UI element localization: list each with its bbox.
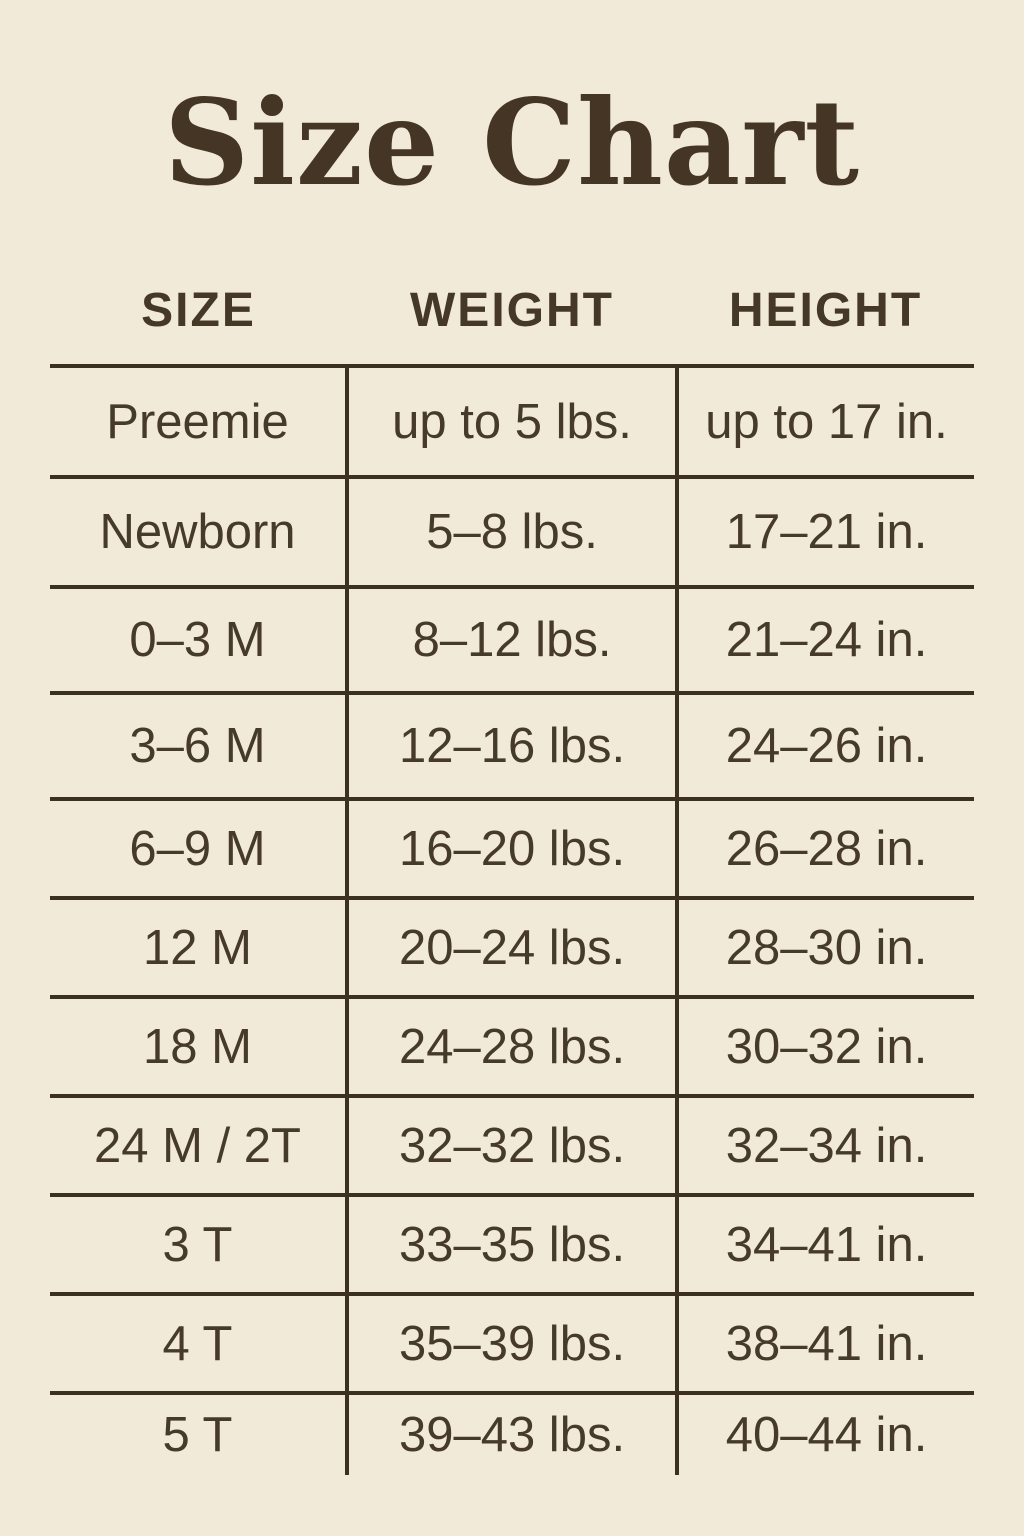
size-cell: 6–9 M <box>50 797 347 898</box>
table-row: 4 T 35–39 lbs. 38–41 in. <box>50 1292 974 1393</box>
size-cell: Preemie <box>50 364 347 477</box>
table-row: 6–9 M 16–20 lbs. 26–28 in. <box>50 797 974 898</box>
weight-cell: 24–28 lbs. <box>345 995 679 1096</box>
height-cell: 32–34 in. <box>677 1094 974 1195</box>
table-row: 3–6 M 12–16 lbs. 24–26 in. <box>50 691 974 799</box>
height-cell: 38–41 in. <box>677 1292 974 1393</box>
table-row: 0–3 M 8–12 lbs. 21–24 in. <box>50 585 974 693</box>
height-cell: 40–44 in. <box>677 1391 974 1475</box>
height-cell: up to 17 in. <box>677 364 974 477</box>
size-cell: 4 T <box>50 1292 347 1393</box>
weight-cell: 20–24 lbs. <box>345 896 679 997</box>
weight-cell: 16–20 lbs. <box>345 797 679 898</box>
page-title: Size Chart <box>163 73 861 212</box>
size-cell: 3–6 M <box>50 691 347 799</box>
size-cell: 5 T <box>50 1391 347 1475</box>
table-row: 24 M / 2T 32–32 lbs. 32–34 in. <box>50 1094 974 1195</box>
table-row: Newborn 5–8 lbs. 17–21 in. <box>50 475 974 587</box>
size-cell: 12 M <box>50 896 347 997</box>
weight-cell: 39–43 lbs. <box>345 1391 679 1475</box>
size-cell: 0–3 M <box>50 585 347 693</box>
height-cell: 34–41 in. <box>677 1193 974 1294</box>
weight-cell: up to 5 lbs. <box>345 364 679 477</box>
table-header-row: SIZE WEIGHT HEIGHT <box>50 283 974 338</box>
weight-cell: 8–12 lbs. <box>345 585 679 693</box>
size-cell: Newborn <box>50 475 347 587</box>
height-cell: 17–21 in. <box>677 475 974 587</box>
size-cell: 3 T <box>50 1193 347 1294</box>
size-cell: 24 M / 2T <box>50 1094 347 1195</box>
table-row: 5 T 39–43 lbs. 40–44 in. <box>50 1391 974 1475</box>
height-cell: 24–26 in. <box>677 691 974 799</box>
size-cell: 18 M <box>50 995 347 1096</box>
height-cell: 26–28 in. <box>677 797 974 898</box>
table-row: 3 T 33–35 lbs. 34–41 in. <box>50 1193 974 1294</box>
weight-cell: 35–39 lbs. <box>345 1292 679 1393</box>
table-row: Preemie up to 5 lbs. up to 17 in. <box>50 364 974 477</box>
height-cell: 28–30 in. <box>677 896 974 997</box>
weight-cell: 5–8 lbs. <box>345 475 679 587</box>
column-header-height: HEIGHT <box>728 284 923 337</box>
size-chart-table: Preemie up to 5 lbs. up to 17 in. Newbor… <box>50 364 974 1475</box>
weight-cell: 12–16 lbs. <box>345 691 679 799</box>
table-row: 18 M 24–28 lbs. 30–32 in. <box>50 995 974 1096</box>
weight-cell: 33–35 lbs. <box>345 1193 679 1294</box>
column-header-size: SIZE <box>141 284 256 337</box>
height-cell: 21–24 in. <box>677 585 974 693</box>
height-cell: 30–32 in. <box>677 995 974 1096</box>
column-header-weight: WEIGHT <box>410 284 614 337</box>
weight-cell: 32–32 lbs. <box>345 1094 679 1195</box>
table-row: 12 M 20–24 lbs. 28–30 in. <box>50 896 974 997</box>
